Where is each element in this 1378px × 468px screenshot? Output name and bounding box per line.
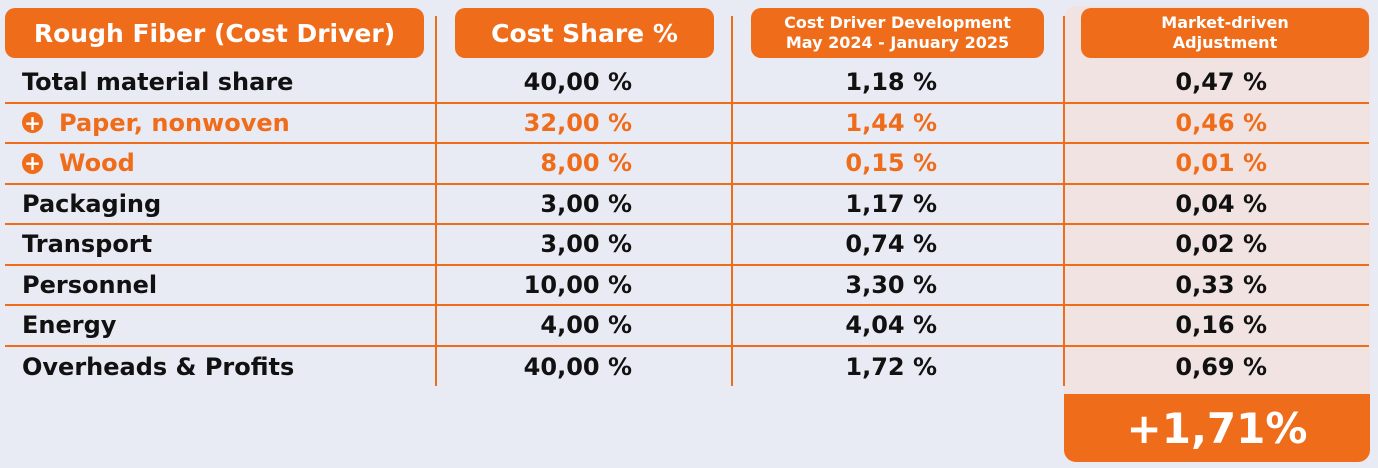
total-adjustment-badge: +1,71% xyxy=(1064,394,1370,462)
header-cost-driver-development: Cost Driver Development May 2024 - Janua… xyxy=(751,8,1044,58)
column-divider-2 xyxy=(731,16,733,386)
development-value: 0,15 % xyxy=(845,149,937,178)
development-value: 4,04 % xyxy=(845,311,937,340)
cost-share-value: 40,00 % xyxy=(523,68,632,97)
cost-share-value: 3,00 % xyxy=(540,189,632,218)
row-label: Wood xyxy=(59,149,135,178)
development-value: 3,30 % xyxy=(845,270,937,299)
development-value: 1,72 % xyxy=(845,352,937,381)
development-value: 1,17 % xyxy=(845,189,937,218)
header-cost-driver-label: Rough Fiber (Cost Driver) xyxy=(33,18,396,48)
plus-circle-icon[interactable]: + xyxy=(22,152,43,174)
row-label: Packaging xyxy=(22,189,162,218)
cost-share-value: 40,00 % xyxy=(523,352,632,381)
row-label-cell: Total material share xyxy=(22,63,293,102)
row-label: Overheads & Profits xyxy=(22,352,295,381)
row-label: Paper, nonwoven xyxy=(59,108,290,137)
table-row: + Paper, nonwoven 32,00 % 1,44 % 0,46 % xyxy=(5,104,1369,144)
row-label: Energy xyxy=(22,311,117,340)
adjustment-value: 0,02 % xyxy=(1175,230,1267,259)
adjustment-value: 0,16 % xyxy=(1175,311,1267,340)
table-row: Personnel 10,00 % 3,30 % 0,33 % xyxy=(5,266,1369,306)
total-adjustment-value: +1,71% xyxy=(1126,403,1308,453)
adjustment-value: 0,47 % xyxy=(1175,68,1267,97)
table-row: + Wood 8,00 % 0,15 % 0,01 % xyxy=(5,144,1369,185)
adjustment-value: 0,01 % xyxy=(1175,149,1267,178)
header-development-line1: Cost Driver Development xyxy=(784,13,1011,32)
adjustment-value: 0,33 % xyxy=(1175,270,1267,299)
adjustment-value: 0,46 % xyxy=(1175,108,1267,137)
table-row: Energy 4,00 % 4,04 % 0,16 % xyxy=(5,306,1369,347)
header-adjustment-line2: Adjustment xyxy=(1172,33,1278,52)
header-development-line2: May 2024 - January 2025 xyxy=(785,33,1010,52)
row-label: Transport xyxy=(22,230,153,259)
adjustment-value: 0,04 % xyxy=(1175,189,1267,218)
row-label: Personnel xyxy=(22,270,158,299)
development-value: 1,18 % xyxy=(845,68,937,97)
cost-share-value: 10,00 % xyxy=(523,270,632,299)
header-market-adjustment: Market-driven Adjustment xyxy=(1081,8,1369,58)
row-label-cell: Packaging xyxy=(22,185,161,224)
adjustment-value: 0,69 % xyxy=(1175,352,1267,381)
development-value: 1,44 % xyxy=(845,108,937,137)
cost-share-value: 32,00 % xyxy=(523,108,632,137)
plus-circle-icon[interactable]: + xyxy=(22,112,43,134)
row-label-cell[interactable]: + Wood xyxy=(22,144,135,183)
row-label-cell: Energy xyxy=(22,306,116,345)
table-row: Total material share 40,00 % 1,18 % 0,47 % xyxy=(5,63,1369,104)
row-label-cell: Overheads & Profits xyxy=(22,347,294,388)
cost-share-value: 8,00 % xyxy=(540,149,632,178)
market-adjustment-column-background xyxy=(1064,6,1370,462)
table-row: Transport 3,00 % 0,74 % 0,02 % xyxy=(5,225,1369,266)
header-cost-share: Cost Share % xyxy=(455,8,714,58)
cost-share-value: 4,00 % xyxy=(540,311,632,340)
cost-share-value: 3,00 % xyxy=(540,230,632,259)
row-label: Total material share xyxy=(22,68,294,97)
header-cost-driver: Rough Fiber (Cost Driver) xyxy=(5,8,424,58)
column-divider-1 xyxy=(435,16,437,386)
header-cost-share-label: Cost Share % xyxy=(491,18,678,48)
table-row: Packaging 3,00 % 1,17 % 0,04 % xyxy=(5,185,1369,225)
column-divider-3 xyxy=(1063,16,1065,386)
row-label-cell[interactable]: + Paper, nonwoven xyxy=(22,104,290,143)
header-adjustment-line1: Market-driven xyxy=(1161,13,1289,32)
row-label-cell: Transport xyxy=(22,225,152,264)
development-value: 0,74 % xyxy=(845,230,937,259)
table-row: Overheads & Profits 40,00 % 1,72 % 0,69 % xyxy=(5,347,1369,388)
row-label-cell: Personnel xyxy=(22,266,157,305)
